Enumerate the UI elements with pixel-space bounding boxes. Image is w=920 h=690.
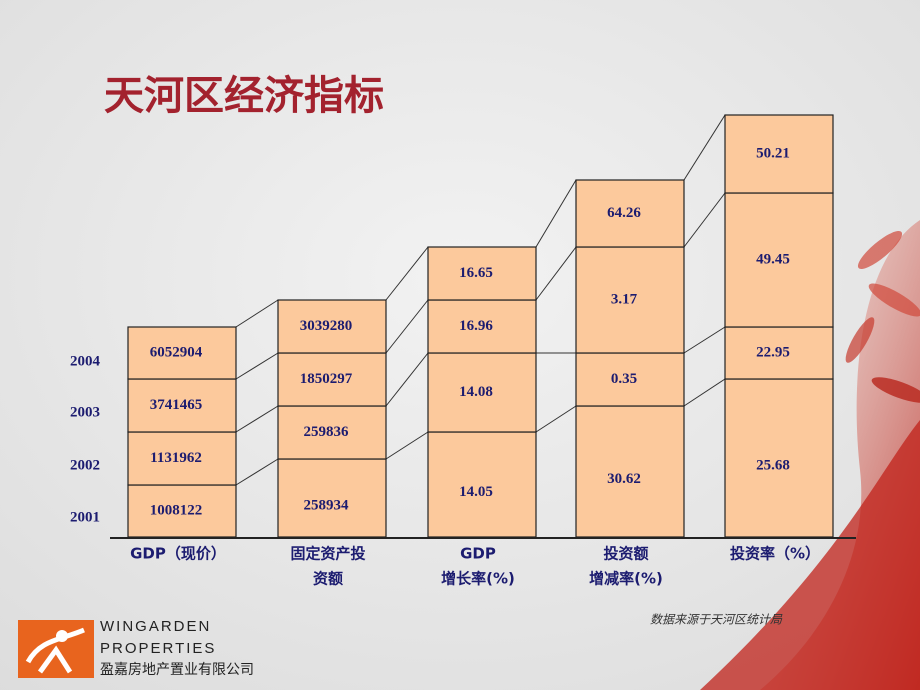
cell-value: 1131962 [150,450,202,466]
connector [683,114,726,181]
connector [385,299,429,354]
column-label: GDP [460,545,496,563]
cell [724,114,834,194]
floral-decoration [700,220,920,690]
cell [427,352,537,433]
year-label: 2003 [70,404,100,420]
cell [575,352,685,407]
cell-value: 258934 [304,497,350,513]
cell-value: 49.45 [756,251,790,267]
year-label: 2001 [70,509,100,525]
cell [724,326,834,380]
year-label: 2004 [70,353,101,369]
cell-value: 259836 [304,424,350,440]
column-label: GDP（现价） [130,545,226,563]
cell [277,458,387,538]
cell-value: 14.05 [459,484,493,500]
cell-value: 3741465 [150,397,203,413]
cell [724,378,834,538]
cell-value: 64.26 [607,205,641,221]
connector [683,192,726,248]
cell-value: 1850297 [300,371,353,387]
slide-title: 天河区经济指标 [104,73,384,119]
logo: WINGARDEN PROPERTIES 盈嘉房地产置业有限公司 [18,618,254,678]
cell-value: 16.65 [459,265,493,281]
cell-value: 16.96 [459,318,493,334]
cell-value: 3.17 [611,291,638,307]
cell-value: 1008122 [150,502,203,518]
cell-value: 14.08 [459,384,493,400]
cell [575,179,685,248]
indicator-diagram: 1008122 1131962 3741465 6052904 GDP（现价） 25893… [70,114,834,588]
connector [385,246,429,301]
cell [127,326,237,380]
connector [535,246,577,301]
cell-value: 3039280 [300,318,353,334]
cell [277,352,387,407]
column-label: 资额 [313,570,343,588]
column-label: 增长率(%) [441,570,515,588]
connector [235,458,279,486]
source-note: 数据来源于天河区统计局 [650,613,783,627]
cell [427,246,537,301]
cell [127,431,237,486]
year-label: 2002 [70,457,100,473]
column-label: 增减率(%) [589,570,663,588]
cell [427,431,537,538]
connector [683,378,726,407]
connector [385,352,429,407]
cell-value: 50.21 [756,145,790,161]
connector [235,299,279,328]
connector [235,352,279,380]
cell [277,299,387,354]
cell-value: 30.62 [607,471,641,487]
logo-text: 盈嘉房地产置业有限公司 [100,662,254,678]
logo-text: WINGARDEN [100,618,211,635]
connector [385,431,429,460]
connector [535,405,577,433]
cell-value: 22.95 [756,344,790,360]
connector [535,179,577,248]
cell [127,484,237,538]
column-label: 投资额 [603,545,648,563]
cell-value: 0.35 [611,371,637,387]
cell [427,299,537,354]
column-label: 固定资产投 [290,545,365,563]
connector [235,405,279,433]
cell-value: 25.68 [756,457,790,473]
column-label: 投资率（%） [730,545,820,563]
cell [575,246,685,354]
cell [575,405,685,538]
cell [277,405,387,460]
cell [724,192,834,328]
cell [127,378,237,433]
cell-value: 6052904 [150,344,203,360]
connector [683,326,726,354]
logo-text: PROPERTIES [100,640,216,657]
